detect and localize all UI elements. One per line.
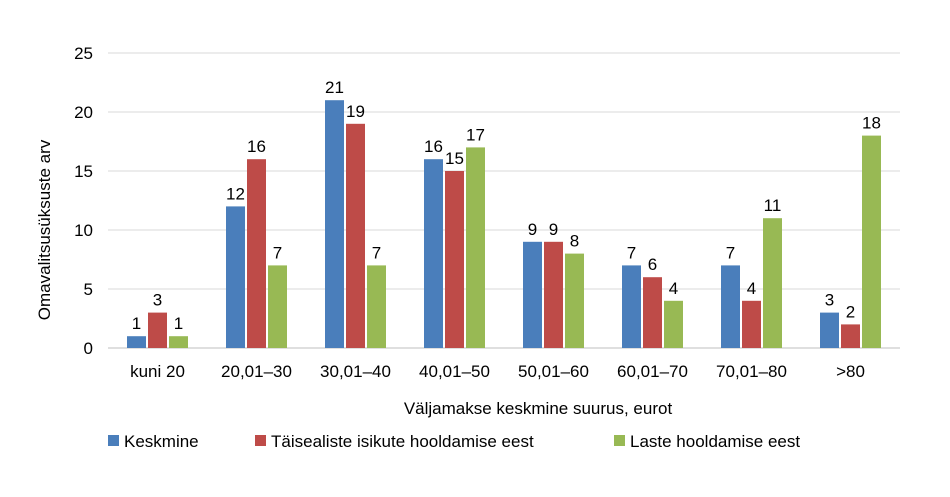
bar [127,336,146,348]
x-axis-title: Väljamakse keskmine suurus, eurot [404,399,673,418]
x-tick-label: 70,01–80 [716,362,787,381]
bar [664,300,683,348]
data-label: 7 [627,243,636,262]
legend: Keskmine Täisealiste isikute hooldamise e… [108,432,800,451]
bar [721,265,740,348]
data-label: 1 [174,314,183,333]
bar [763,218,782,348]
y-tick-label: 25 [74,44,93,63]
y-axis-title: Omavalitsusüksuste arv [35,139,54,320]
y-axis-tick-labels: 0 5 10 15 20 25 [74,44,93,358]
bar [862,135,881,348]
data-label: 3 [153,291,162,310]
bar [247,159,266,348]
data-label: 7 [726,243,735,262]
data-label: 18 [862,114,881,133]
data-label: 4 [747,279,756,298]
bar [226,206,245,348]
bar [466,147,485,348]
bar [544,241,563,348]
legend-item: Täisealiste isikute hooldamise eest [255,432,534,451]
data-label: 16 [247,137,266,156]
legend-label: Laste hooldamise eest [630,432,800,451]
bar [565,253,584,348]
x-tick-label: 30,01–40 [320,362,391,381]
x-tick-label: 50,01–60 [518,362,589,381]
bar [742,300,761,348]
bar [367,265,386,348]
data-label: 19 [346,102,365,121]
x-axis-tick-labels: kuni 20 20,01–30 30,01–40 40,01–50 50,01–60 6… [130,362,865,381]
data-label: 3 [825,291,834,310]
legend-swatch [108,435,119,446]
data-label: 4 [669,279,678,298]
data-label: 1 [132,314,141,333]
bar [841,324,860,348]
data-label: 16 [424,137,443,156]
bar [424,159,443,348]
bar [268,265,287,348]
data-label: 9 [549,220,558,239]
bar [523,241,542,348]
bar [643,277,662,348]
data-label: 21 [325,78,344,97]
x-tick-label: 60,01–70 [617,362,688,381]
bar [148,312,167,348]
data-label: 12 [226,184,245,203]
bar-series [127,100,881,348]
data-label: 11 [764,196,782,215]
y-tick-label: 20 [74,103,93,122]
data-label: 6 [648,255,657,274]
legend-item: Keskmine [108,432,199,451]
x-tick-label: kuni 20 [130,362,185,381]
legend-swatch [255,435,266,446]
legend-label: Täisealiste isikute hooldamise eest [271,432,534,451]
data-label: 2 [846,302,855,321]
data-label: 17 [466,125,485,144]
legend-label: Keskmine [124,432,199,451]
legend-item: Laste hooldamise eest [614,432,800,451]
y-tick-label: 15 [74,162,93,181]
data-label: 8 [570,232,579,251]
bar [169,336,188,348]
data-label: 7 [273,243,282,262]
y-tick-label: 10 [74,221,93,240]
bar [445,171,464,348]
data-label: 15 [445,149,464,168]
data-label: 9 [528,220,537,239]
bar [622,265,641,348]
bar [346,123,365,348]
x-tick-label: 40,01–50 [419,362,490,381]
bar [325,100,344,348]
data-label: 7 [372,243,381,262]
bar [820,312,839,348]
y-tick-label: 5 [84,280,93,299]
x-tick-label: >80 [836,362,865,381]
x-tick-label: 20,01–30 [221,362,292,381]
legend-swatch [614,435,625,446]
y-tick-label: 0 [84,339,93,358]
